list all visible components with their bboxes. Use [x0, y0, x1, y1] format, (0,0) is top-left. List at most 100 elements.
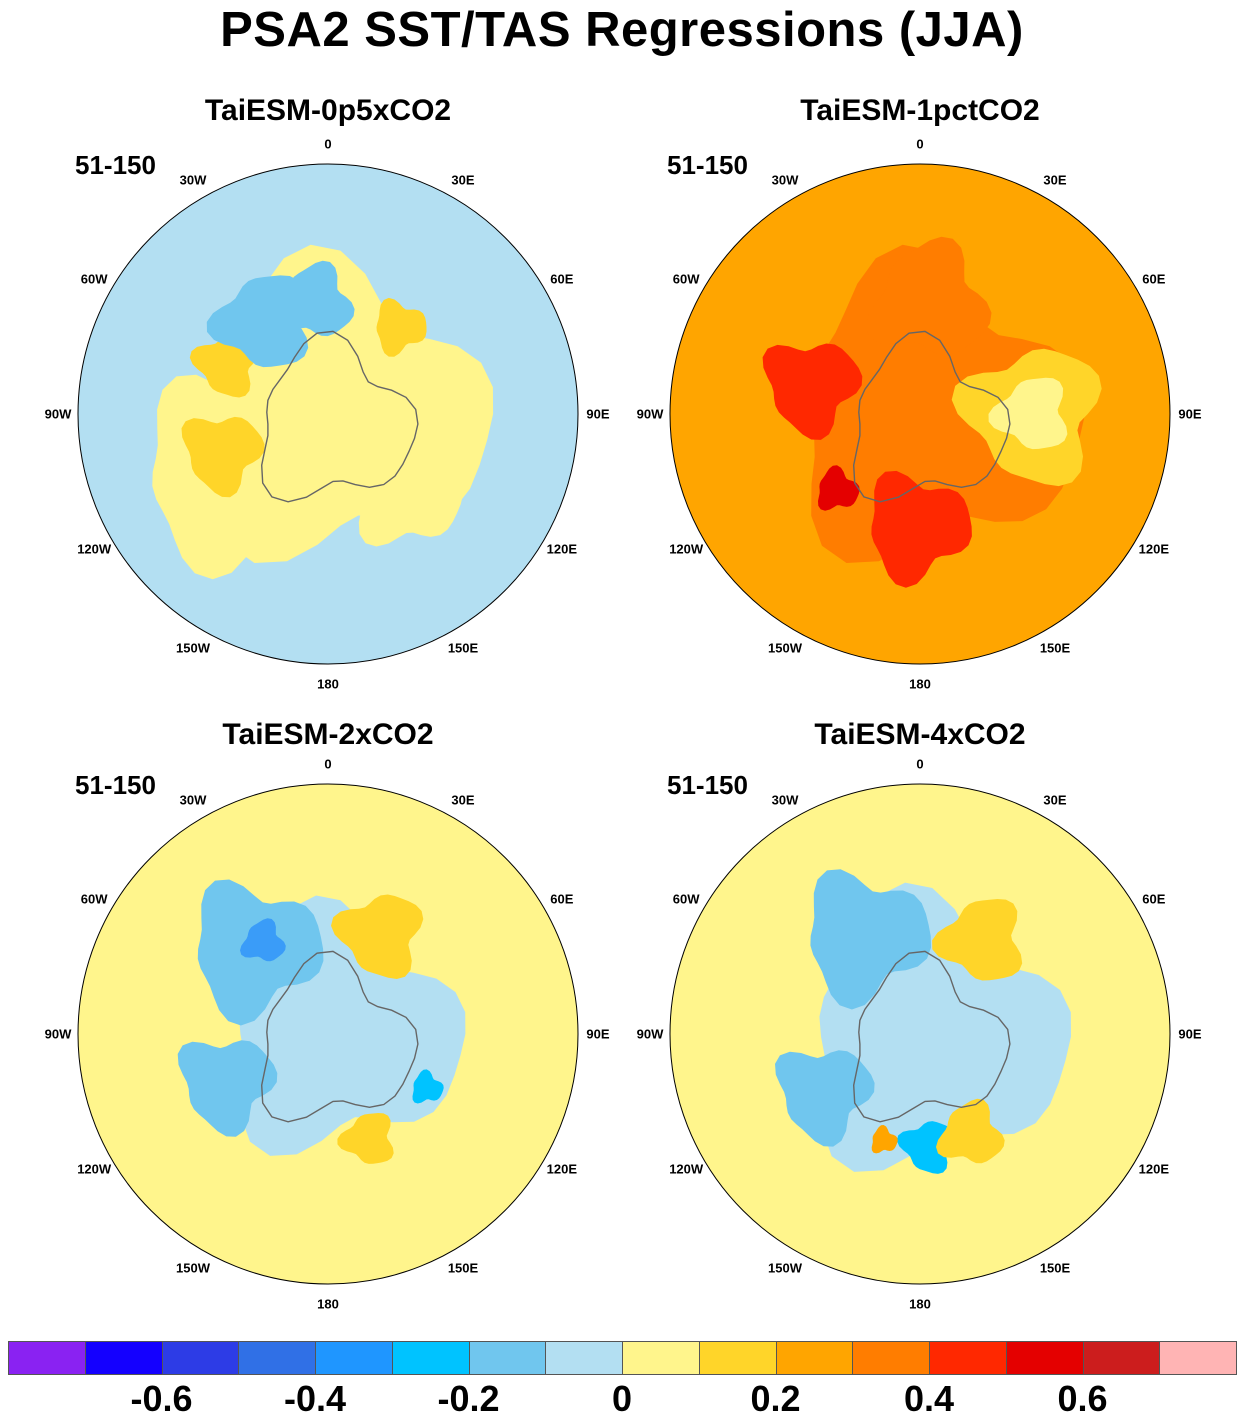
panel-2xco2: TaiESM-2xCO2 51-150 0 30E 60E 90E 120E 150E 18…: [28, 712, 628, 1312]
longitude-label: 150W: [176, 640, 210, 656]
longitude-label: 120W: [669, 1161, 704, 1177]
longitude-label: 60E: [1142, 271, 1166, 287]
longitude-label: 90E: [586, 406, 610, 422]
anomaly-region: [810, 869, 931, 1010]
longitude-label: 150E: [1039, 640, 1071, 656]
longitude-label: 90W: [44, 1026, 72, 1042]
antarctica-coastline: [852, 330, 1011, 503]
map-field: [78, 164, 578, 664]
anomaly-region: [865, 236, 992, 356]
panel-title: TaiESM-1pctCO2: [800, 94, 1040, 127]
anomaly-region: [896, 1121, 955, 1174]
longitude-label: 30E: [1043, 172, 1067, 188]
colorbar-swatch: [8, 1341, 86, 1375]
colorbar-swatch: [84, 1341, 163, 1375]
colorbar: [8, 1341, 1237, 1375]
colorbar-swatch: [545, 1341, 623, 1375]
longitude-label: 30E: [451, 172, 475, 188]
longitude-label: 120E: [1138, 1161, 1169, 1177]
longitude-label: 30W: [179, 792, 207, 808]
colorbar-swatch: [1159, 1341, 1237, 1375]
anomaly-region: [871, 1125, 898, 1154]
longitude-label: 60E: [550, 271, 574, 287]
antarctica-coastline: [852, 950, 1011, 1123]
longitude-label: 60E: [550, 891, 574, 907]
anomaly-region: [206, 275, 309, 368]
longitude-label: 90W: [636, 406, 664, 422]
longitude-label: 120E: [546, 541, 577, 557]
longitude-label: 60W: [80, 891, 108, 907]
longitude-label: 150E: [447, 640, 479, 656]
anomaly-region: [331, 894, 424, 979]
colorbar-tick-label: 0.2: [750, 1378, 801, 1419]
longitude-label: 150W: [768, 640, 802, 656]
panel-4xco2: TaiESM-4xCO2 51-150 0 30E 60E 90E 120E 150E 18…: [620, 712, 1220, 1312]
colorbar-tick-label: 0.4: [903, 1378, 955, 1419]
anomaly-region: [775, 1050, 875, 1147]
polar-map: [669, 783, 1171, 1285]
colorbar-swatch: [468, 1341, 547, 1375]
period-label: 51-150: [667, 770, 748, 800]
map-field: [670, 164, 1170, 664]
longitude-label: 90E: [1178, 1026, 1202, 1042]
anomaly-region: [274, 260, 355, 337]
polar-map: [669, 163, 1171, 665]
anomaly-region: [181, 416, 265, 498]
anomaly-region: [871, 470, 972, 588]
map-border: [77, 783, 579, 1285]
longitude-label: 120E: [546, 1161, 577, 1177]
colorbar-tick-label: -0.2: [437, 1378, 500, 1419]
colorbar-tick-label: -0.6: [130, 1378, 193, 1419]
panel-1pctco2: TaiESM-1pctCO2 51-150 0 30E 60E 90E 120E 150E…: [620, 92, 1220, 692]
period-label: 51-150: [667, 150, 748, 180]
anomaly-region: [412, 1069, 444, 1104]
longitude-label: 0: [916, 756, 924, 772]
panel-title: TaiESM-2xCO2: [222, 718, 434, 751]
longitude-label: 180: [317, 676, 339, 692]
longitude-label: 150E: [1039, 1260, 1071, 1276]
map-border: [669, 783, 1171, 1285]
colorbar-tick-label: 0: [611, 1378, 633, 1419]
anomaly-region: [240, 918, 286, 962]
colorbar-swatch: [929, 1341, 1007, 1375]
anomaly-region: [376, 297, 427, 357]
anomaly-region: [358, 433, 463, 547]
colorbar-tick-label: 0.6: [1057, 1378, 1108, 1419]
longitude-label: 150W: [176, 1260, 210, 1276]
longitude-label: 0: [324, 136, 332, 152]
longitude-label: 180: [317, 1296, 339, 1312]
longitude-label: 120W: [77, 541, 112, 557]
colorbar-swatch: [775, 1341, 854, 1375]
colorbar-tick-label: -0.4: [283, 1378, 347, 1419]
colorbar-swatch: [852, 1341, 930, 1375]
longitude-label: 180: [909, 1296, 931, 1312]
longitude-label: 120W: [669, 541, 704, 557]
anomaly-region: [177, 1040, 278, 1137]
longitude-label: 30W: [179, 172, 207, 188]
longitude-label: 90E: [1178, 406, 1202, 422]
longitude-label: 30E: [451, 792, 475, 808]
longitude-label: 0: [324, 756, 332, 772]
longitude-label: 30E: [1043, 792, 1067, 808]
colorbar-swatch: [698, 1341, 777, 1375]
longitude-label: 0: [916, 136, 924, 152]
longitude-label: 60W: [672, 271, 700, 287]
longitude-label: 120E: [1138, 541, 1169, 557]
anomaly-region: [818, 465, 860, 511]
anomaly-region: [936, 1098, 1005, 1164]
panel-0p5xco2: TaiESM-0p5xCO2 51-150 0 30E 60E 90E 120E 150E…: [28, 92, 628, 692]
longitude-label: 120W: [77, 1161, 112, 1177]
colorbar-swatch: [315, 1341, 393, 1375]
longitude-label: 90W: [44, 406, 72, 422]
panel-title: TaiESM-0p5xCO2: [204, 94, 452, 127]
colorbar-swatch: [391, 1341, 470, 1375]
longitude-label: 60W: [80, 271, 108, 287]
colorbar-swatch: [161, 1341, 240, 1375]
colorbar-swatch: [1005, 1341, 1084, 1375]
anomaly-region: [932, 899, 1023, 981]
polar-map: [77, 163, 579, 665]
longitude-label: 180: [909, 676, 931, 692]
longitude-label: 90W: [636, 1026, 664, 1042]
antarctica-coastline: [260, 330, 419, 503]
map-border: [77, 163, 579, 665]
